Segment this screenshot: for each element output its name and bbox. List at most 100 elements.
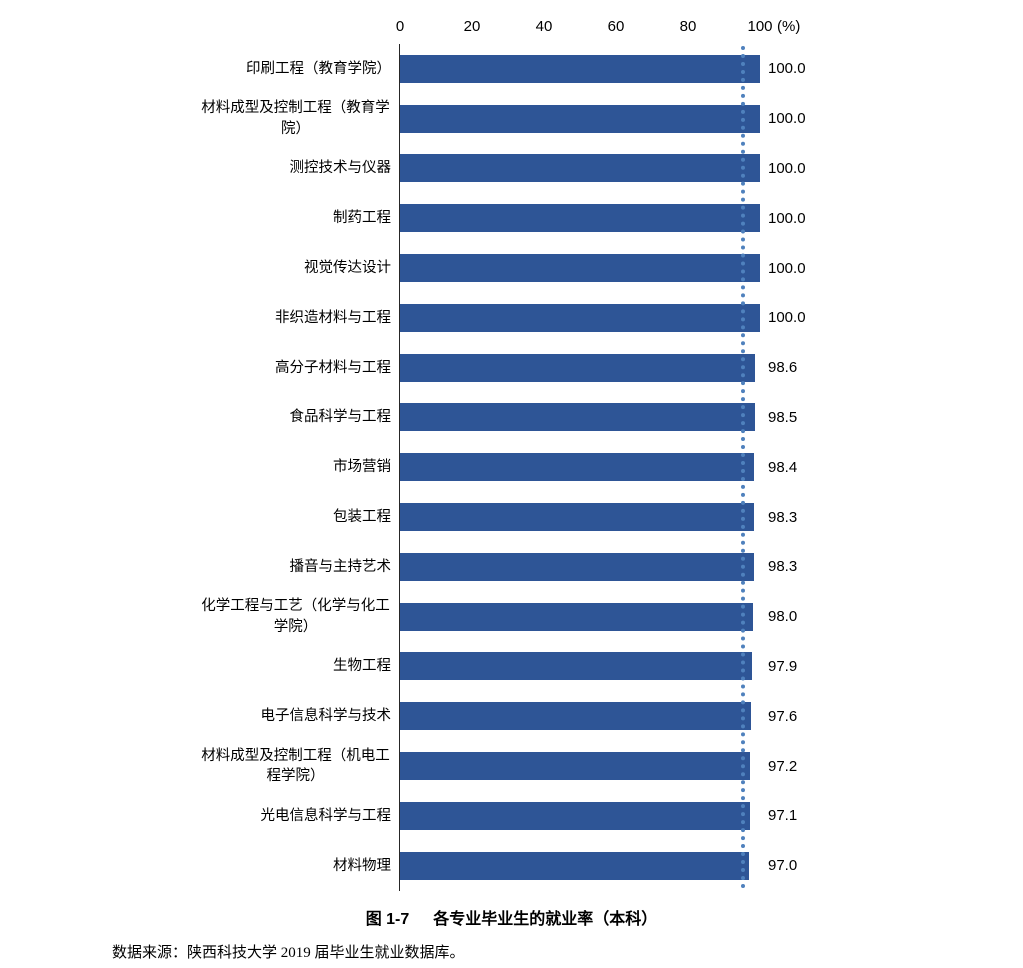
bar-track <box>400 642 760 692</box>
bar-row: 生物工程 97.9 <box>200 642 1023 692</box>
category-label: 非织造材料与工程 <box>275 309 391 326</box>
employment-rate-chart: (%) 0 20 40 60 80 100 印刷工程（教育学院） 100.0 材料成型及控制工… <box>200 0 1023 891</box>
bar <box>400 552 754 581</box>
bar-row: 制药工程 100.0 <box>200 193 1023 243</box>
category-label: 材料成型及控制工程（教育学院） <box>201 100 390 137</box>
bar-track <box>400 442 760 492</box>
bar-track <box>400 592 760 642</box>
category-label: 材料物理 <box>333 857 391 874</box>
bar-row: 高分子材料与工程 98.6 <box>200 343 1023 393</box>
category-label: 电子信息科学与技术 <box>260 708 392 725</box>
value-label: 100.0 <box>768 159 806 177</box>
bar <box>400 801 750 830</box>
category-label: 光电信息科学与工程 <box>260 807 392 824</box>
bar-track <box>400 343 760 393</box>
bar-row: 食品科学与工程 98.5 <box>200 393 1023 443</box>
y-axis-line <box>399 44 400 891</box>
category-label: 视觉传达设计 <box>304 259 391 276</box>
x-tick: 80 <box>679 18 697 35</box>
source-note: 数据来源：陕西科技大学 2019 届毕业生就业数据库。 <box>112 944 465 961</box>
value-label: 100.0 <box>768 209 806 227</box>
category-label: 高分子材料与工程 <box>275 359 391 376</box>
bar-row: 测控技术与仪器 100.0 <box>200 144 1023 194</box>
value-label: 98.5 <box>768 408 798 426</box>
bar <box>400 154 760 183</box>
category-label: 制药工程 <box>333 210 391 227</box>
bar <box>400 403 755 432</box>
bar-row: 材料成型及控制工程（教育学院） 100.0 <box>200 94 1023 144</box>
value-label: 100.0 <box>768 60 806 78</box>
bar <box>400 453 755 482</box>
bar-row: 材料成型及控制工程（机电工程学院） 97.2 <box>200 741 1023 791</box>
category-label: 包装工程 <box>333 508 391 525</box>
bar-track <box>400 144 760 194</box>
x-axis-unit: (%) <box>777 18 801 35</box>
value-label: 98.0 <box>768 608 798 626</box>
bar-track <box>400 243 760 293</box>
value-label: 98.6 <box>768 359 798 377</box>
bar-row: 市场营销 98.4 <box>200 442 1023 492</box>
bar-track <box>400 791 760 841</box>
category-label: 市场营销 <box>333 459 391 476</box>
bar-track <box>400 542 760 592</box>
figure-caption-title: 各专业毕业生的就业率（本科） <box>433 910 658 928</box>
category-label: 材料成型及控制工程（机电工程学院） <box>201 747 390 785</box>
value-label: 98.3 <box>768 508 798 526</box>
bar-rows: 印刷工程（教育学院） 100.0 材料成型及控制工程（教育学院） 100.0 测控技术与… <box>200 44 1023 891</box>
bar <box>400 503 754 532</box>
plot-area: 印刷工程（教育学院） 100.0 材料成型及控制工程（教育学院） 100.0 测控技术与… <box>200 44 1023 891</box>
category-label: 生物工程 <box>333 658 391 675</box>
figure-caption-number: 图 1-7 <box>365 910 410 928</box>
x-axis: (%) 0 20 40 60 80 100 <box>200 12 1023 44</box>
bar-track <box>400 193 760 243</box>
bar-row: 光电信息科学与工程 97.1 <box>200 791 1023 841</box>
value-label: 97.2 <box>768 757 798 775</box>
value-label: 97.6 <box>768 707 798 725</box>
bar-row: 视觉传达设计 100.0 <box>200 243 1023 293</box>
bar <box>400 54 760 83</box>
bar-track <box>400 691 760 741</box>
bar <box>400 851 750 880</box>
bar <box>400 254 760 283</box>
bar-row: 播音与主持艺术 98.3 <box>200 542 1023 592</box>
bar <box>400 602 753 631</box>
bar-row: 非织造材料与工程 100.0 <box>200 293 1023 343</box>
value-label: 97.1 <box>768 807 798 825</box>
bar <box>400 303 760 332</box>
bar <box>400 204 760 233</box>
value-label: 98.3 <box>768 558 798 576</box>
bar-track <box>400 741 760 791</box>
x-tick: 0 <box>395 18 405 35</box>
bar-row: 电子信息科学与技术 97.6 <box>200 691 1023 741</box>
reference-line <box>740 46 745 889</box>
bar-row: 化学工程与工艺（化学与化工学院） 98.0 <box>200 592 1023 642</box>
x-tick: 60 <box>607 18 625 35</box>
category-label: 食品科学与工程 <box>289 409 392 426</box>
value-label: 97.9 <box>768 657 798 675</box>
bar-track <box>400 393 760 443</box>
bar-track <box>400 293 760 343</box>
x-tick: 20 <box>463 18 481 35</box>
category-label: 播音与主持艺术 <box>289 558 392 575</box>
bar-row: 材料物理 97.0 <box>200 841 1023 891</box>
value-label: 100.0 <box>768 259 806 277</box>
bar-row: 包装工程 98.3 <box>200 492 1023 542</box>
category-label: 化学工程与工艺（化学与化工学院） <box>201 598 390 635</box>
value-label: 97.0 <box>768 857 798 875</box>
x-tick: 40 <box>535 18 553 35</box>
figure-caption: 图 1-7 各专业毕业生的就业率（本科） <box>0 905 1023 929</box>
bar <box>400 353 755 382</box>
bar-row: 印刷工程（教育学院） 100.0 <box>200 44 1023 94</box>
bar <box>400 702 752 731</box>
value-label: 100.0 <box>768 309 806 327</box>
value-label: 100.0 <box>768 110 806 128</box>
value-label: 98.4 <box>768 458 798 476</box>
category-label: 印刷工程（教育学院） <box>246 60 391 77</box>
bar <box>400 104 760 133</box>
category-label: 测控技术与仪器 <box>289 160 392 177</box>
bar-track <box>400 841 760 891</box>
bar <box>400 752 750 781</box>
bar-track <box>400 44 760 94</box>
bar-track <box>400 94 760 144</box>
